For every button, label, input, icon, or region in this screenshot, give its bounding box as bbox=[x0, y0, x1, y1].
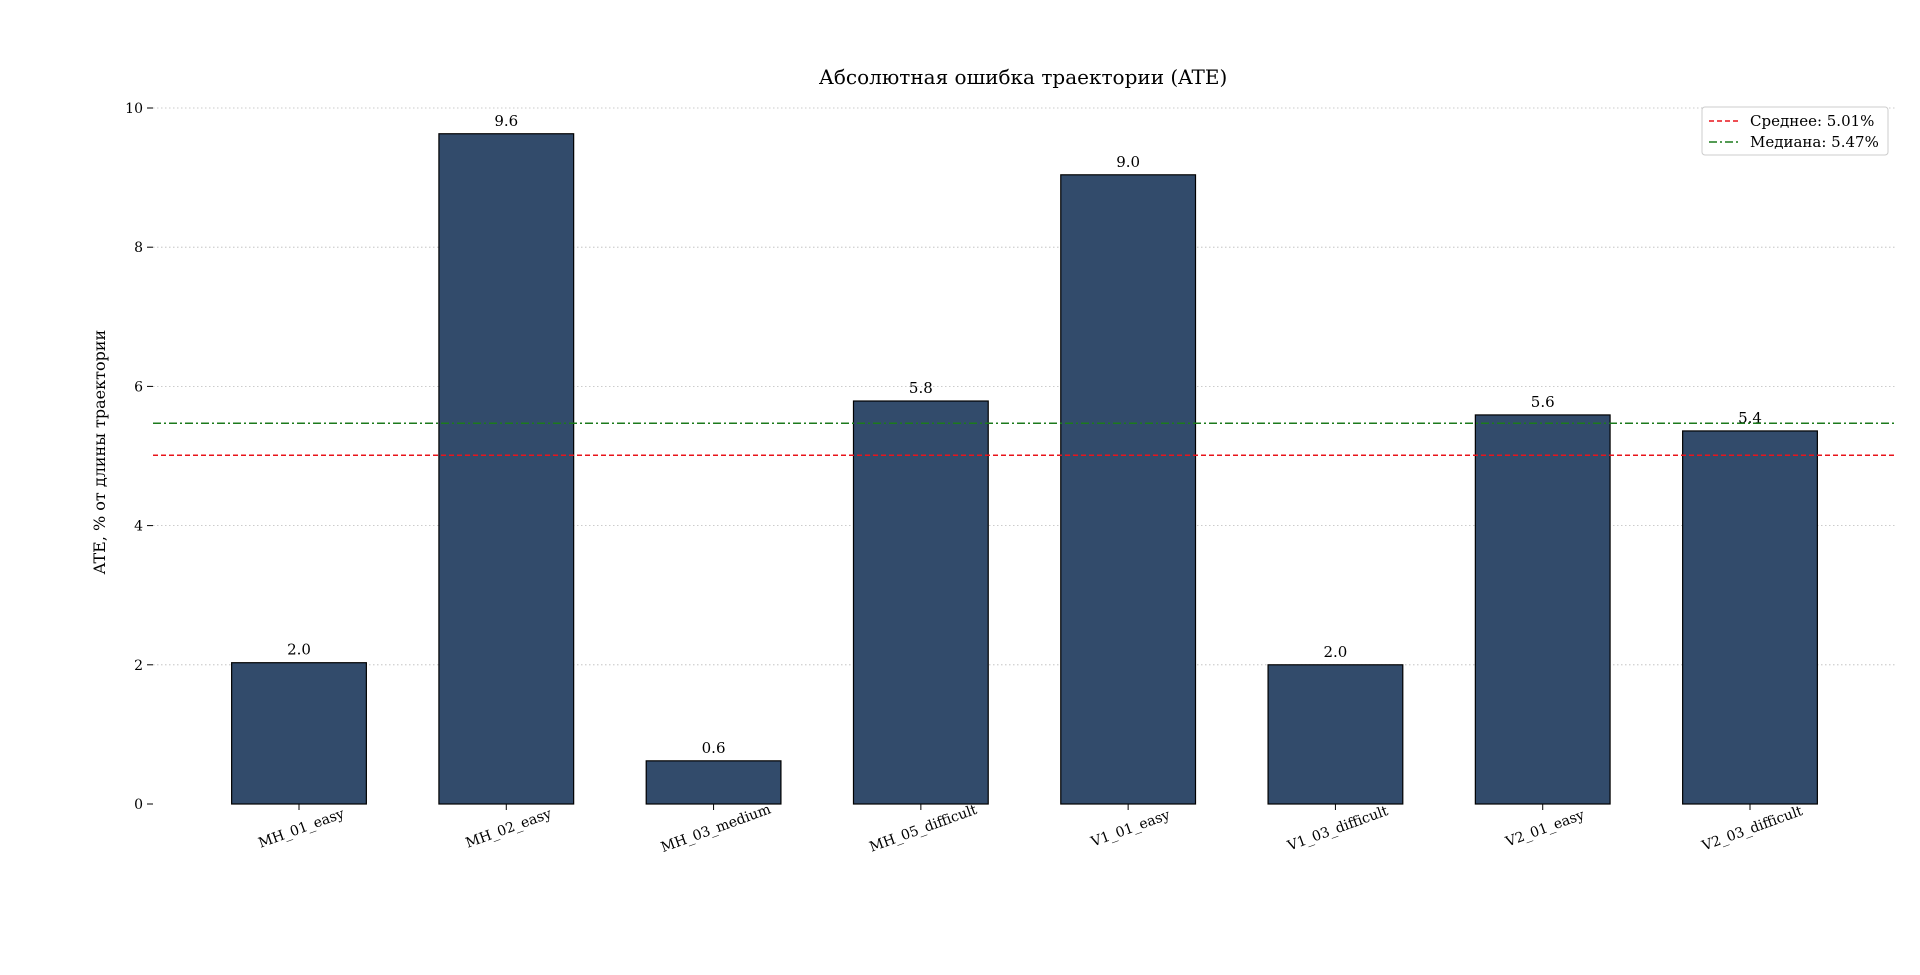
bar-value-label: 9.6 bbox=[494, 112, 518, 130]
bar-value-label: 5.8 bbox=[909, 379, 933, 397]
chart-title: Абсолютная ошибка траектории (ATE) bbox=[819, 65, 1228, 89]
bar bbox=[645, 760, 782, 805]
x-tick-label: MH_02_easy bbox=[464, 806, 554, 852]
y-tick-label: 10 bbox=[125, 101, 143, 117]
legend-mean-label: Среднее: 5.01% bbox=[1750, 112, 1874, 130]
bar bbox=[1060, 174, 1197, 805]
bar-value-label: 2.0 bbox=[1323, 643, 1347, 661]
x-tick-label: V2_03_difficult bbox=[1699, 803, 1805, 855]
bar bbox=[231, 662, 367, 805]
x-tick-label: MH_01_easy bbox=[256, 806, 346, 852]
y-axis: 0 2 4 6 8 10 bbox=[125, 101, 153, 813]
bar-value-label: 0.6 bbox=[702, 739, 726, 757]
y-axis-label: ATE, % от длины траектории bbox=[90, 330, 109, 575]
reference-lines bbox=[153, 422, 1895, 457]
y-tick-label: 4 bbox=[134, 519, 143, 535]
bar bbox=[852, 400, 989, 805]
legend: Среднее: 5.01% Медиана: 5.47% bbox=[1701, 106, 1889, 156]
x-tick-label: V1_03_difficult bbox=[1285, 803, 1391, 855]
bar-value-label: 5.6 bbox=[1531, 393, 1555, 411]
y-tick-label: 6 bbox=[134, 379, 143, 395]
bar bbox=[1474, 414, 1611, 805]
x-tick-label: MH_05_difficult bbox=[867, 802, 979, 856]
x-tick-label: MH_03_medium bbox=[659, 801, 773, 856]
bar bbox=[1267, 664, 1404, 805]
bars: 2.0 MH_01_easy 9.6 MH_02_easy 0.6 MH_03_mediu… bbox=[231, 112, 1818, 856]
x-tick-label: V1_01_easy bbox=[1088, 807, 1172, 851]
legend-median-label: Медиана: 5.47% bbox=[1750, 133, 1879, 151]
legend-frame bbox=[1701, 106, 1889, 156]
grid-lines bbox=[153, 107, 1895, 666]
bar bbox=[1682, 430, 1818, 805]
y-tick-label: 2 bbox=[134, 658, 143, 674]
bar-value-label: 9.0 bbox=[1116, 153, 1140, 171]
bar bbox=[438, 133, 575, 805]
x-tick-label: V2_01_easy bbox=[1503, 807, 1587, 851]
y-tick-label: 8 bbox=[134, 240, 143, 256]
bar-value-label: 2.0 bbox=[287, 641, 311, 659]
y-tick-label: 0 bbox=[134, 797, 143, 813]
bar-value-label: 5.4 bbox=[1738, 409, 1762, 427]
